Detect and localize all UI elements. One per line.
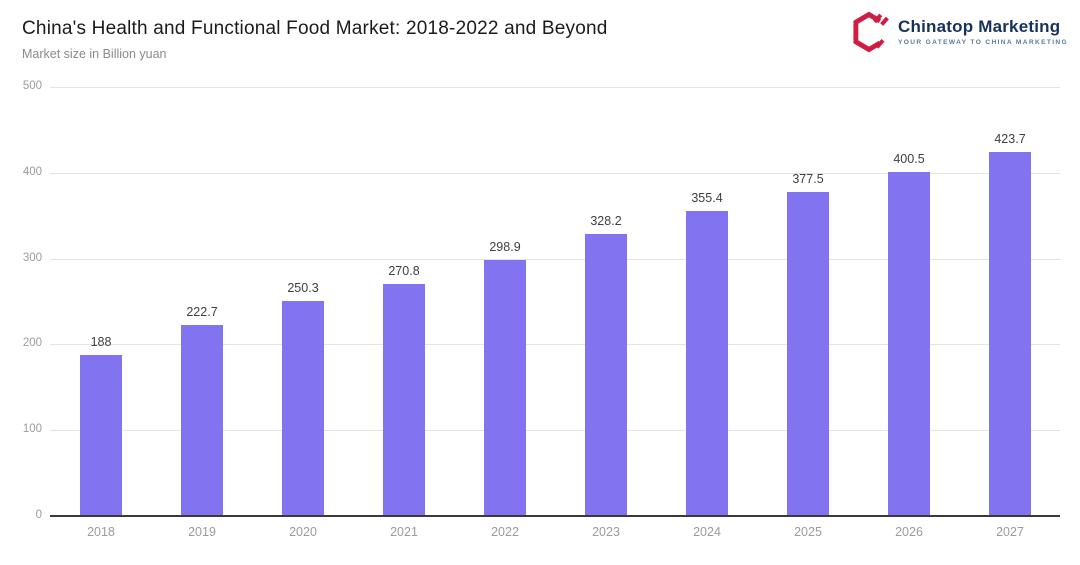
- bar-2024: [686, 211, 728, 515]
- bar-2019: [181, 325, 223, 515]
- gridline: [50, 259, 1060, 260]
- bar-value-label: 222.7: [186, 305, 218, 319]
- bar-2020: [282, 301, 324, 515]
- logo-brand-name: Chinatop Marketing: [898, 17, 1061, 37]
- chinatop-logo: Chinatop Marketing YOUR GATEWAY TO CHINA…: [848, 11, 1068, 53]
- y-axis-tick-label: 100: [22, 423, 42, 435]
- y-axis-tick-label: 400: [22, 166, 42, 178]
- bar-2027: [989, 152, 1031, 515]
- bar-value-label: 400.5: [893, 152, 925, 166]
- bar-2025: [787, 192, 829, 515]
- x-axis-tick-label: 2019: [188, 525, 216, 539]
- x-axis-tick-label: 2022: [491, 525, 519, 539]
- bar-value-label: 298.9: [489, 240, 521, 254]
- y-axis-tick-label: 0: [35, 509, 42, 521]
- x-axis-line: [50, 515, 1060, 517]
- bar-value-label: 423.7: [994, 132, 1026, 146]
- x-axis-tick-label: 2018: [87, 525, 115, 539]
- x-axis-tick-label: 2021: [390, 525, 418, 539]
- x-axis-tick-label: 2025: [794, 525, 822, 539]
- y-axis-tick-label: 500: [22, 80, 42, 92]
- x-axis-tick-label: 2026: [895, 525, 923, 539]
- chinatop-logo-icon: [853, 11, 889, 53]
- gridline: [50, 344, 1060, 345]
- gridline: [50, 87, 1060, 88]
- bar-value-label: 250.3: [287, 281, 319, 295]
- chart-subtitle: Market size in Billion yuan: [22, 47, 167, 61]
- bar-2021: [383, 284, 425, 515]
- chart-title: China's Health and Functional Food Marke…: [22, 18, 608, 39]
- bar-2026: [888, 172, 930, 515]
- bar-value-label: 270.8: [388, 264, 420, 278]
- bar-2023: [585, 234, 627, 515]
- gridline: [50, 173, 1060, 174]
- logo-tagline: YOUR GATEWAY TO CHINA MARKETING: [898, 38, 1068, 46]
- x-axis-tick-label: 2020: [289, 525, 317, 539]
- bar-value-label: 328.2: [590, 214, 622, 228]
- gridline: [50, 430, 1060, 431]
- y-axis-tick-label: 300: [22, 252, 42, 264]
- logo-text: Chinatop Marketing YOUR GATEWAY TO CHINA…: [898, 17, 1068, 46]
- x-axis-tick-label: 2027: [996, 525, 1024, 539]
- x-axis-tick-label: 2024: [693, 525, 721, 539]
- x-axis-tick-label: 2023: [592, 525, 620, 539]
- bar-value-label: 188: [90, 335, 112, 349]
- bar-2022: [484, 260, 526, 515]
- bar-value-label: 377.5: [792, 172, 824, 186]
- y-axis-tick-label: 200: [22, 337, 42, 349]
- bar-value-label: 355.4: [691, 191, 723, 205]
- bar-2018: [80, 355, 122, 515]
